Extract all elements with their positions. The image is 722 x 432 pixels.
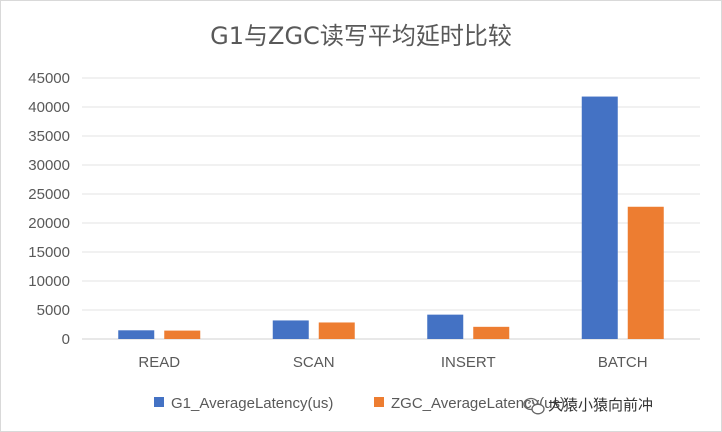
bar-insert-zgc: [473, 326, 510, 339]
bar-insert-g1: [427, 314, 464, 339]
legend-swatch: [374, 397, 384, 407]
y-tick-label: 25000: [28, 186, 70, 203]
x-category-label: SCAN: [293, 354, 335, 371]
x-axis-categories: READ SCAN INSERT BATCH: [138, 354, 647, 371]
legend: G1_AverageLatency(us) ZGC_AverageLatency(…: [154, 395, 565, 412]
legend-swatch: [154, 397, 164, 407]
x-category-label: BATCH: [598, 354, 648, 371]
y-tick-label: 10000: [28, 273, 70, 290]
y-tick-label: 0: [62, 331, 70, 348]
x-category-label: INSERT: [441, 354, 496, 371]
bar-scan-g1: [272, 320, 309, 339]
wechat-icon: [523, 397, 545, 415]
y-tick-label: 15000: [28, 244, 70, 261]
y-tick-label: 45000: [28, 70, 70, 87]
y-tick-label: 30000: [28, 157, 70, 174]
y-tick-label: 5000: [37, 302, 70, 319]
y-tick-label: 40000: [28, 99, 70, 116]
y-tick-label: 35000: [28, 128, 70, 145]
bars: [118, 96, 664, 339]
y-axis-ticks: 0 5000 10000 15000 20000 25000 30000 35000 40000…: [28, 70, 70, 348]
legend-label: ZGC_AverageLatency(us): [391, 395, 565, 412]
bar-read-zgc: [164, 330, 201, 339]
watermark: 大猿小猿向前冲: [523, 396, 653, 415]
x-category-label: READ: [138, 354, 180, 371]
y-tick-label: 20000: [28, 215, 70, 232]
bar-batch-g1: [581, 96, 618, 339]
bar-scan-zgc: [318, 322, 355, 339]
watermark-text: 大猿小猿向前冲: [548, 396, 653, 414]
legend-label: G1_AverageLatency(us): [171, 395, 333, 412]
chart-title: G1与ZGC读写平均延时比较: [210, 22, 512, 50]
bar-batch-zgc: [627, 206, 664, 339]
bar-read-g1: [118, 330, 155, 339]
